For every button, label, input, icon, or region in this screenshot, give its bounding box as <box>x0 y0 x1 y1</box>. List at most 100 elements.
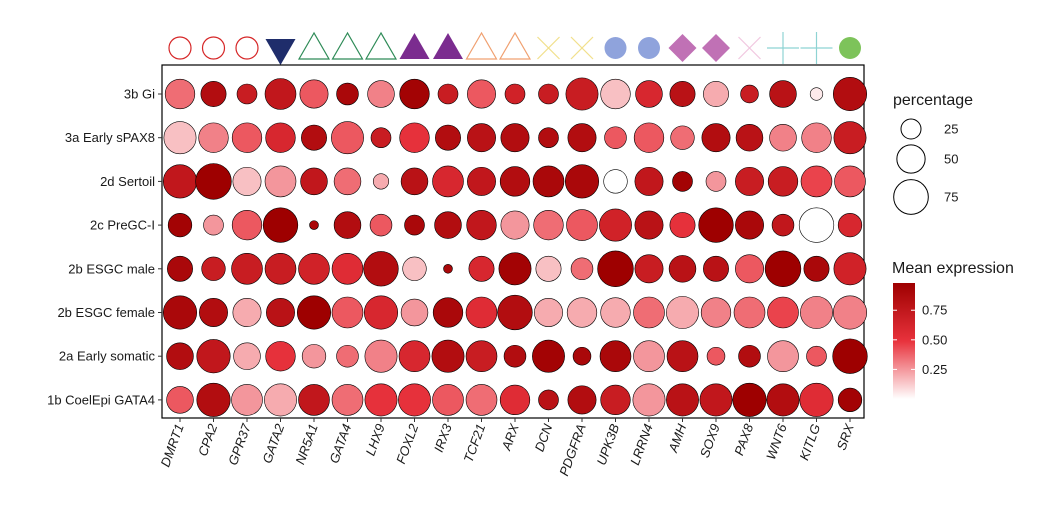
dot-2c-pregc-i-srx <box>837 212 863 238</box>
dot-2d-sertoil-lrrn4 <box>634 166 664 196</box>
row-label-3a-early-spax8: 3a Early sPAX8 <box>65 130 155 145</box>
dot-1b-coelepi-gata4-amh <box>666 383 699 417</box>
marker-circle <box>638 37 660 59</box>
dot-1b-coelepi-gata4-wnt6 <box>766 383 800 417</box>
dot-3b-gi-irx3 <box>437 83 459 105</box>
dot-2b-esgc-male-tcf21 <box>468 255 495 282</box>
gene-marker-gata4 <box>331 31 364 60</box>
dot-2b-esgc-female-wnt6 <box>767 296 799 329</box>
dot-3b-gi-gata4 <box>336 82 359 106</box>
dot-3a-early-spax8-cpa2 <box>198 122 229 153</box>
dot-2c-pregc-i-upk3b <box>599 208 632 242</box>
gene-label-dcn: DCN <box>532 421 556 453</box>
dot-3b-gi-gpr37 <box>236 83 258 105</box>
gene-marker-sox9 <box>702 34 730 62</box>
marker-triangle <box>331 31 364 60</box>
marker-circle <box>168 36 192 60</box>
dot-2c-pregc-i-pax8 <box>735 210 764 240</box>
gene-marker-pax8 <box>738 36 761 60</box>
dot-2a-early-somatic-gpr37 <box>233 342 261 370</box>
dot-1b-coelepi-gata4-dmrt1 <box>166 386 194 414</box>
row-label-1b-coelepi-gata4: 1b CoelEpi GATA4 <box>47 392 155 407</box>
dot-2b-esgc-male-lrrn4 <box>634 254 664 284</box>
dot-2d-sertoil-foxl2 <box>400 167 429 196</box>
dot-2d-sertoil-amh <box>672 171 693 192</box>
dot-2b-esgc-female-gata4 <box>331 296 364 329</box>
gene-label-sox9: SOX9 <box>697 422 723 460</box>
gene-label-lrrn4: LRRN4 <box>627 422 656 467</box>
dot-2d-sertoil-srx <box>834 165 866 198</box>
dot-2b-esgc-female-pdgfra <box>566 297 598 328</box>
legend-color-label: 0.25 <box>922 362 947 377</box>
dot-2a-early-somatic-upk3b <box>599 340 632 372</box>
dot-2d-sertoil-sox9 <box>705 171 727 192</box>
row-label-3b-gi: 3b Gi <box>124 87 155 102</box>
dot-1b-coelepi-gata4-lhx9 <box>364 383 398 417</box>
dot-2b-esgc-male-nr5a1 <box>298 253 330 285</box>
dot-2b-esgc-male-foxl2 <box>402 256 427 281</box>
dot-3b-gi-sox9 <box>703 81 729 107</box>
dot-3b-gi-dmrt1 <box>164 78 196 110</box>
dot-3a-early-spax8-arx <box>500 123 530 153</box>
dot-2b-esgc-female-cpa2 <box>199 298 228 327</box>
gene-label-kitlg: KITLG <box>796 422 823 462</box>
gene-label-foxl2: FOXL2 <box>393 421 421 466</box>
marker-x-stroke <box>738 36 761 60</box>
marker-triangle <box>364 31 398 60</box>
marker-circle <box>839 37 861 59</box>
gene-marker-pdgfra <box>570 36 594 60</box>
gene-label-gpr37: GPR37 <box>225 421 254 467</box>
dot-3a-early-spax8-srx <box>833 121 867 155</box>
dot-2b-esgc-female-amh <box>666 296 699 329</box>
dot-2c-pregc-i-amh <box>669 212 696 239</box>
dot-3b-gi-amh <box>669 81 696 107</box>
dot-2d-sertoil-pdgfra <box>564 164 600 199</box>
dot-2c-pregc-i-dmrt1 <box>167 212 193 238</box>
gene-marker-tcf21 <box>465 31 498 60</box>
dot-2b-esgc-female-foxl2 <box>400 298 429 327</box>
dot-2c-pregc-i-foxl2 <box>404 214 425 236</box>
dot-2b-esgc-female-lhx9 <box>363 295 399 330</box>
gene-marker-amh <box>668 34 697 62</box>
gene-label-dmrt1: DMRT1 <box>157 422 186 469</box>
gene-label-irx3: IRX3 <box>431 421 455 454</box>
dot-1b-coelepi-gata4-gpr37 <box>231 384 263 416</box>
dot-2a-early-somatic-wnt6 <box>767 340 799 372</box>
dot-2d-sertoil-gata4 <box>333 167 362 196</box>
row-label-2c-pregc-i: 2c PreGC-I <box>90 218 155 233</box>
dot-2c-pregc-i-pdgfra <box>566 209 598 241</box>
gene-marker-wnt6 <box>767 32 799 64</box>
dot-3b-gi-arx <box>504 83 526 105</box>
dot-1b-coelepi-gata4-upk3b <box>600 384 631 416</box>
dot-2d-sertoil-dmrt1 <box>162 164 198 199</box>
dot-1b-coelepi-gata4-kitlg <box>799 382 834 417</box>
dot-2d-sertoil-tcf21 <box>467 166 496 196</box>
gene-label-pax8: PAX8 <box>731 421 756 457</box>
gene-label-arx: ARX <box>498 421 522 453</box>
dot-3a-early-spax8-gata2 <box>265 122 296 153</box>
dot-2b-esgc-male-pdgfra <box>570 257 594 281</box>
dot-2d-sertoil-gata2 <box>264 165 297 198</box>
dot-2a-early-somatic-lhx9 <box>364 339 398 373</box>
dot-1b-coelepi-gata4-sox9 <box>699 383 733 417</box>
dot-2b-esgc-male-srx <box>833 252 867 286</box>
dot-3a-early-spax8-dmrt1 <box>163 121 197 155</box>
dot-2c-pregc-i-tcf21 <box>466 209 497 241</box>
dot-1b-coelepi-gata4-irx3 <box>432 384 464 416</box>
dot-1b-coelepi-gata4-tcf21 <box>465 384 498 416</box>
dot-2b-esgc-female-tcf21 <box>465 296 498 329</box>
dot-3a-early-spax8-sox9 <box>701 123 731 153</box>
dot-2d-sertoil-arx <box>499 166 531 197</box>
dot-1b-coelepi-gata4-gata4 <box>331 384 364 416</box>
dot-2b-esgc-male-amh <box>668 255 697 283</box>
dot-1b-coelepi-gata4-gata2 <box>264 383 297 417</box>
dot-2b-esgc-female-arx <box>497 294 533 331</box>
dot-3a-early-spax8-tcf21 <box>467 123 496 153</box>
dot-3a-early-spax8-nr5a1 <box>301 124 327 151</box>
dot-2b-esgc-female-sox9 <box>700 297 732 328</box>
dot-2b-esgc-male-cpa2 <box>201 256 226 281</box>
dot-2c-pregc-i-sox9 <box>698 207 734 243</box>
marker-triangle <box>433 33 463 59</box>
row-label-2a-early-somatic: 2a Early somatic <box>59 349 156 364</box>
